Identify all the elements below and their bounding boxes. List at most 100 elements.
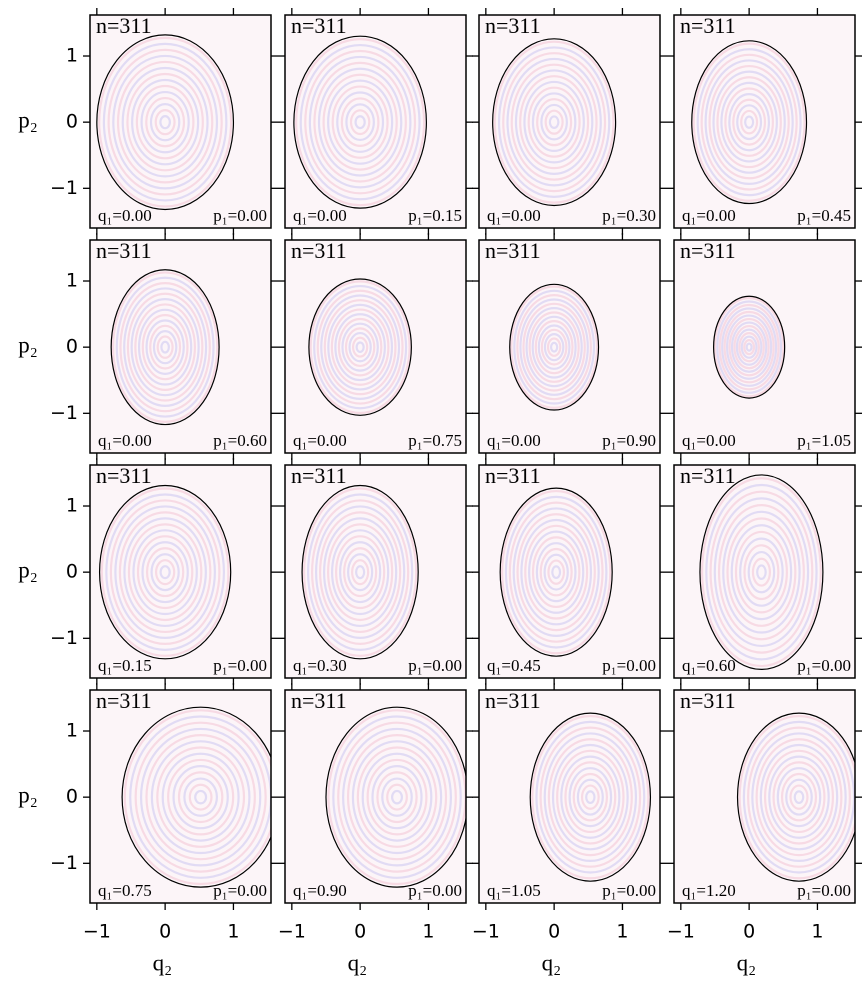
fringe — [551, 743, 629, 851]
fringe — [342, 727, 453, 867]
p1-label: p₁=0.75 — [408, 431, 462, 450]
fringe — [713, 497, 810, 648]
boundary-ellipse — [325, 706, 466, 888]
fringe — [755, 738, 843, 857]
p1-label: p₁=0.00 — [213, 881, 267, 900]
annotation: n=311 — [680, 688, 736, 713]
fringe — [354, 115, 366, 130]
fringe — [756, 564, 767, 580]
fringe — [351, 336, 369, 358]
x-tick-label: −1 — [278, 921, 306, 943]
fringe — [525, 307, 583, 388]
fringe — [560, 755, 621, 839]
fringe — [709, 490, 814, 654]
fringe — [722, 510, 801, 634]
fringe — [318, 511, 402, 634]
fringe — [531, 92, 577, 153]
q1-label: q₁=0.00 — [487, 206, 541, 225]
fringe — [564, 761, 617, 834]
fringe — [140, 90, 190, 154]
fringe — [535, 542, 577, 603]
fringe — [356, 746, 438, 848]
fringe — [725, 314, 773, 380]
fringe — [295, 38, 426, 207]
fringe — [134, 721, 267, 873]
fringe — [132, 529, 198, 616]
p1-label: p₁=0.90 — [602, 431, 656, 450]
fringe — [535, 720, 646, 874]
fringe — [734, 530, 788, 614]
boundary-ellipse — [110, 269, 220, 426]
p1-label: p₁=0.00 — [797, 656, 851, 675]
fringe — [351, 559, 370, 586]
fringe — [547, 559, 566, 585]
panel-background — [674, 240, 855, 453]
fringe — [736, 104, 763, 141]
x-axis-label: q₂ — [737, 950, 757, 975]
fringe — [789, 784, 809, 810]
annotation: n=311 — [485, 463, 541, 488]
fringe — [531, 536, 581, 609]
fringe — [743, 544, 780, 601]
q1-label: q₁=1.05 — [487, 881, 541, 900]
fringe — [524, 524, 589, 620]
fringe — [539, 726, 642, 868]
q1-label: q₁=0.60 — [682, 656, 736, 675]
q1-label: q₁=0.15 — [98, 656, 152, 675]
panel-background — [479, 15, 660, 228]
fringe — [519, 298, 589, 396]
fringe — [344, 327, 376, 368]
fringe — [692, 42, 806, 202]
fringe — [700, 477, 822, 668]
p1-label: p₁=0.00 — [408, 656, 462, 675]
fringe — [105, 493, 226, 651]
p1-label: p₁=1.05 — [797, 431, 851, 450]
fringe — [347, 553, 374, 592]
fringe — [531, 714, 650, 880]
y-tick-label: −1 — [50, 177, 78, 199]
x-tick-label: −1 — [667, 921, 695, 943]
fringe — [115, 276, 215, 418]
fringe — [111, 271, 219, 423]
fringe — [320, 294, 401, 400]
q1-label: q₁=0.00 — [293, 431, 347, 450]
panel-frame — [673, 464, 856, 679]
fringe — [332, 715, 462, 879]
fringe — [768, 755, 830, 839]
fringe — [493, 40, 615, 204]
q1-label: q₁=0.00 — [682, 206, 736, 225]
fringe — [516, 294, 592, 401]
fringe — [738, 714, 855, 880]
panel — [674, 465, 855, 678]
q1-label: q₁=0.00 — [682, 431, 736, 450]
boundary-ellipse — [509, 283, 600, 411]
panel — [90, 690, 271, 903]
fringe — [161, 752, 240, 842]
p1-label: p₁=0.00 — [602, 881, 656, 900]
fringe — [322, 517, 398, 628]
fringe — [145, 734, 256, 861]
panel-frame — [673, 14, 856, 229]
fringe — [716, 300, 783, 394]
fringe — [330, 308, 390, 386]
y-tick-label: 1 — [66, 495, 78, 517]
fringe — [751, 557, 772, 587]
fringe — [126, 72, 204, 172]
fringe — [780, 772, 818, 822]
y-tick-label: 1 — [66, 720, 78, 742]
fringe — [159, 565, 171, 580]
annotation: n=311 — [485, 688, 541, 713]
fringe — [742, 720, 855, 874]
q1-label: q₁=0.00 — [98, 431, 152, 450]
fringe — [708, 64, 790, 180]
boundary-ellipse — [691, 40, 808, 205]
fringe — [534, 320, 574, 375]
boundary-ellipse — [529, 712, 652, 882]
fringe — [126, 292, 204, 402]
fringe — [152, 330, 178, 365]
boundary-ellipse — [293, 35, 427, 209]
fringe — [735, 328, 763, 366]
fringe — [141, 314, 189, 381]
fringe — [309, 280, 411, 415]
